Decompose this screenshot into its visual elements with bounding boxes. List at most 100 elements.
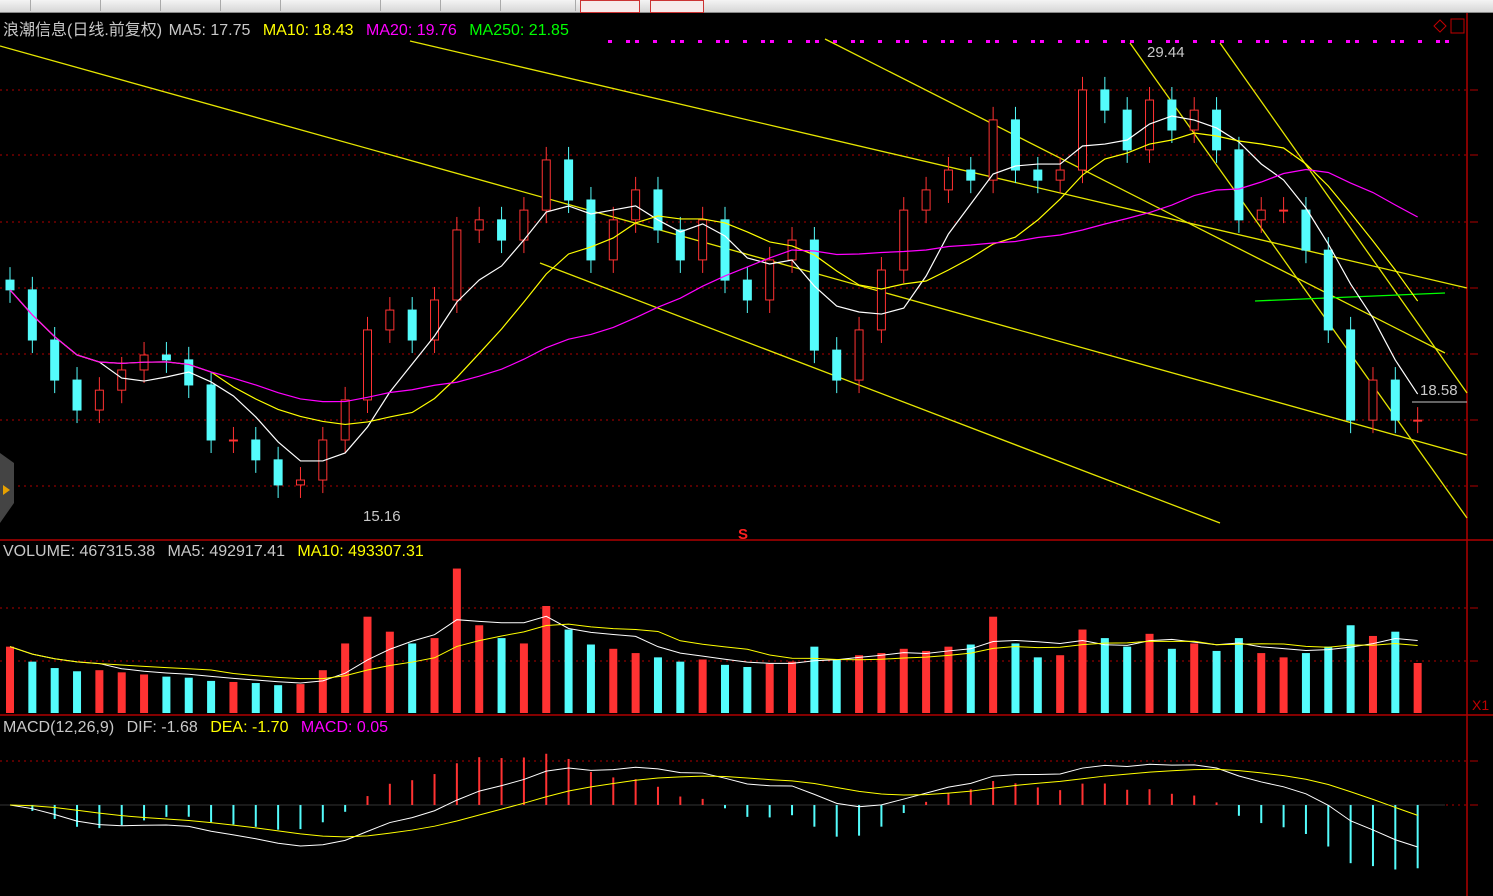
dea-line xyxy=(9,768,1418,838)
volume-bar xyxy=(765,663,774,713)
candle-up xyxy=(228,439,238,442)
volume-ma10: MA10: 493307.31 xyxy=(297,543,424,560)
menu-tab[interactable] xyxy=(500,0,576,11)
volume-bar xyxy=(1190,643,1199,713)
menu-tab[interactable] xyxy=(280,0,381,11)
event-marker xyxy=(1391,40,1395,43)
candle-up xyxy=(295,479,305,486)
candle-up xyxy=(1368,379,1378,421)
volume-bar xyxy=(1167,648,1176,713)
candle-up xyxy=(1078,89,1087,171)
volume-ma5-line xyxy=(9,615,1418,684)
event-marker xyxy=(626,40,630,43)
candle-up xyxy=(363,329,372,401)
candles xyxy=(5,76,1423,498)
volume-bar xyxy=(743,666,752,713)
volume-bar xyxy=(1078,629,1087,713)
event-marker xyxy=(1130,40,1134,43)
event-marker xyxy=(788,40,792,43)
event-marker xyxy=(833,40,837,43)
menu-bar xyxy=(0,0,1493,13)
top-markers xyxy=(608,40,1449,43)
zoom-badge[interactable]: X1 xyxy=(1472,697,1489,713)
candle-up xyxy=(876,269,886,331)
candle-down xyxy=(161,354,171,361)
menu-tab[interactable] xyxy=(440,0,501,11)
menu-tab[interactable] xyxy=(30,0,101,11)
menu-tab[interactable] xyxy=(380,0,441,11)
candle-up xyxy=(899,209,909,271)
volume-legend: VOLUME: 467315.38 MA5: 492917.41 MA10: 4… xyxy=(3,543,432,561)
event-marker xyxy=(653,40,657,43)
event-marker xyxy=(986,40,990,43)
dea-value: DEA: -1.70 xyxy=(210,719,289,736)
volume-bar xyxy=(810,646,819,713)
volume-bar xyxy=(1056,655,1065,713)
menu-tab-highlighted[interactable] xyxy=(580,0,640,13)
trend-lines[interactable] xyxy=(0,38,1468,524)
volume-bar xyxy=(944,646,953,713)
event-marker xyxy=(905,40,909,43)
trend-line xyxy=(0,45,1468,456)
candle-up xyxy=(117,369,127,391)
volume-bar xyxy=(989,616,998,713)
menu-tab[interactable] xyxy=(220,0,281,11)
volume-bar xyxy=(1011,643,1020,713)
candle-down xyxy=(497,219,507,241)
volume-bar xyxy=(341,643,350,713)
candle-down xyxy=(832,349,842,381)
event-marker xyxy=(1103,40,1107,43)
volume-bar xyxy=(1234,638,1243,713)
volume-bar xyxy=(6,646,14,713)
event-marker xyxy=(716,40,720,43)
volume-value: VOLUME: 467315.38 xyxy=(3,543,156,560)
event-marker xyxy=(680,40,684,43)
volume-bar xyxy=(519,643,528,713)
volume-bar xyxy=(1346,625,1355,713)
volume-bar xyxy=(676,661,685,713)
ma10-line xyxy=(9,132,1419,426)
volume-bar xyxy=(385,631,394,713)
ma5-line xyxy=(9,115,1419,462)
candle-up xyxy=(854,329,864,381)
window-toggle-icon[interactable] xyxy=(1450,18,1465,34)
volume-bar xyxy=(497,638,506,713)
sell-signal-marker[interactable]: S xyxy=(738,526,748,543)
event-marker xyxy=(1265,40,1269,43)
volume-bar xyxy=(73,671,82,713)
current-price-label: 18.58 xyxy=(1420,382,1458,399)
diamond-icon[interactable] xyxy=(1433,19,1447,33)
candle-down xyxy=(966,169,976,181)
candle-up xyxy=(385,309,395,331)
volume-bar xyxy=(1212,650,1221,713)
event-marker xyxy=(725,40,729,43)
candle-down xyxy=(1346,329,1356,421)
menu-tab-highlighted[interactable] xyxy=(650,0,704,13)
stock-chart[interactable]: 29.44 15.16 18.58 S X1 xyxy=(0,13,1493,896)
event-marker xyxy=(923,40,927,43)
event-marker xyxy=(1031,40,1035,43)
price-legend: 浪潮信息(日线.前复权) MA5: 17.75 MA10: 18.43 MA20… xyxy=(3,16,577,40)
candle-up xyxy=(988,119,998,181)
event-marker xyxy=(1256,40,1260,43)
event-marker xyxy=(878,40,882,43)
menu-tab[interactable] xyxy=(160,0,221,11)
candle-up xyxy=(94,389,104,411)
grid xyxy=(0,89,1478,806)
event-marker xyxy=(608,40,612,43)
event-marker xyxy=(1211,40,1215,43)
arrow-right-icon[interactable] xyxy=(3,485,10,495)
volume-bar xyxy=(1123,646,1132,713)
candle-down xyxy=(1390,379,1400,421)
menu-tab[interactable] xyxy=(0,0,31,11)
volume-bar xyxy=(117,672,126,713)
menu-tab[interactable] xyxy=(100,0,161,11)
macd-pane xyxy=(0,753,1445,870)
event-marker xyxy=(1220,40,1224,43)
volume-bar xyxy=(140,674,149,713)
candle-up xyxy=(474,219,484,231)
macd-value: MACD: 0.05 xyxy=(300,719,389,736)
event-marker xyxy=(860,40,864,43)
event-marker xyxy=(896,40,900,43)
candle-down xyxy=(5,279,15,291)
